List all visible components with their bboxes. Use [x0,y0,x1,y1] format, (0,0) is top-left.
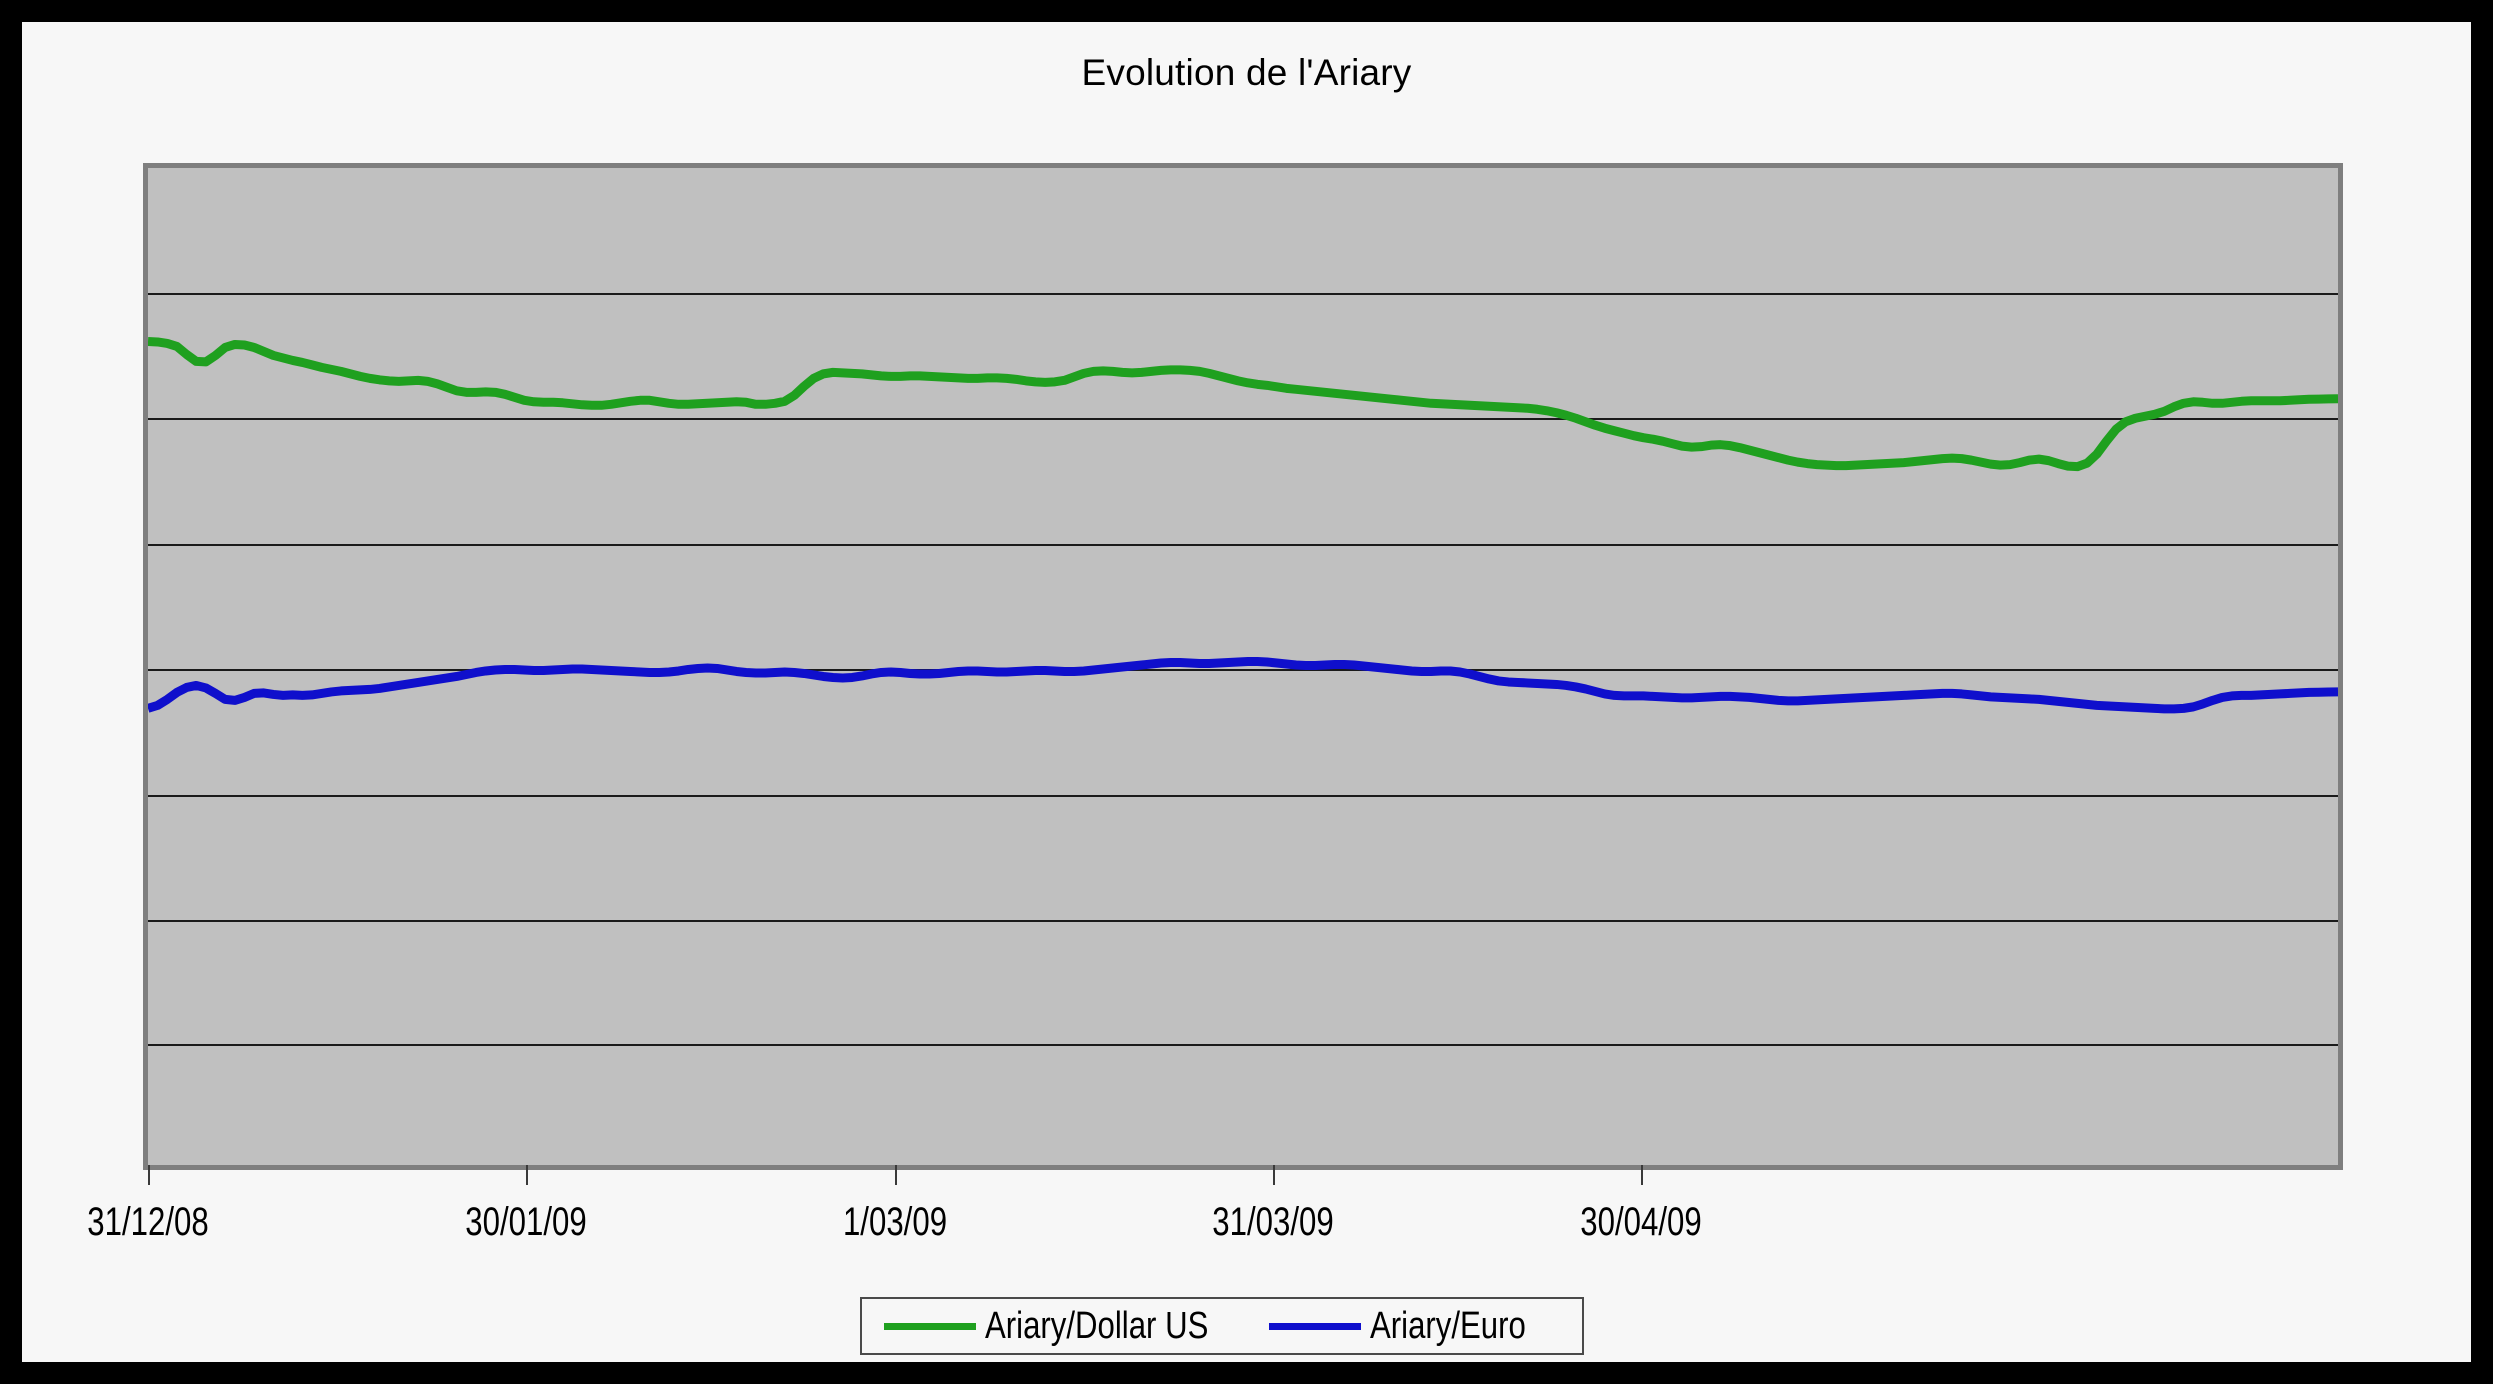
chart-legend: Ariary/Dollar US Ariary/Euro [860,1297,1585,1355]
x-tick-label-2: 1/03/09 [842,1200,947,1244]
plot-inner [148,168,2338,1165]
x-tick-label-0: 31/12/08 [87,1200,209,1244]
x-tick-0 [148,1165,150,1185]
legend-line-icon [1269,1322,1362,1330]
x-tick-label-4: 30/04/09 [1580,1200,1702,1244]
gridline-5 [148,919,2338,922]
legend-entry-ariary-euro: Ariary/Euro [1269,1305,1560,1348]
legend-label: Ariary/Dollar US [985,1304,1209,1347]
legend-line-icon [884,1322,976,1330]
x-tick-label-3: 31/03/09 [1212,1200,1334,1244]
series-line-ariary-euro [148,657,2338,714]
series-layer [148,336,2338,714]
x-tick-label-1: 30/01/09 [465,1200,587,1244]
x-tick-4 [1641,1165,1644,1185]
x-tick-1 [526,1165,529,1185]
gridline-4 [148,794,2338,797]
legend-entry-ariary-dollar-us: Ariary/Dollar US [884,1305,1257,1348]
gridline-2 [148,543,2338,546]
gridline-1 [148,418,2338,421]
gridline-0 [148,293,2338,296]
legend-label: Ariary/Euro [1370,1304,1527,1347]
x-tick-3 [1272,1165,1275,1185]
plot-area [143,163,2343,1170]
x-tick-2 [894,1165,897,1185]
gridline-6 [148,1044,2338,1047]
gridline-3 [148,668,2338,671]
figure-canvas: Evolution de l'Ariary 31/12/08 30/01/09 1/… [22,22,2471,1362]
series-line-ariary-dollar-us [148,336,2338,472]
chart-title: Evolution de l'Ariary [1081,52,1412,93]
